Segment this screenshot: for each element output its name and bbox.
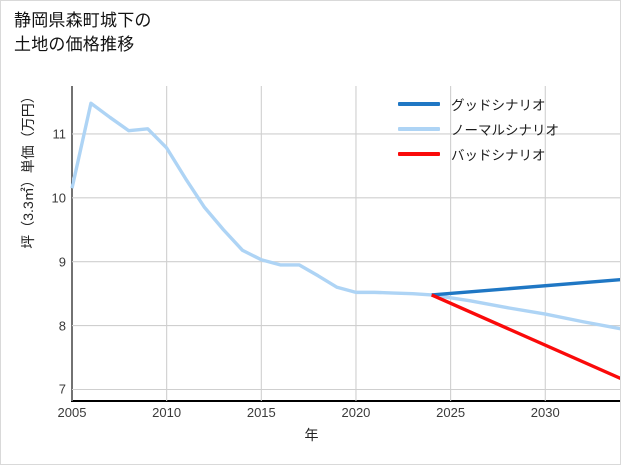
y-axis-tick-label: 10 [51,190,66,206]
y-axis-tick-label: 9 [58,254,66,270]
legend-item-label: ノーマルシナリオ [451,122,559,138]
y-axis-tick-labels: 7 8 9 10 11 [31,1,67,464]
x-axis-tick-label: 2005 [57,405,87,420]
series-line [431,293,620,381]
legend-item[interactable]: ノーマルシナリオ [398,116,608,141]
x-axis-tick-label: 2025 [436,405,466,420]
legend-swatch-icon [398,101,440,106]
legend-item[interactable]: バッドシナリオ [398,141,608,166]
gridlines [71,86,620,401]
x-axis-tick-label: 2010 [152,405,182,420]
legend-item[interactable]: グッドシナリオ [398,91,608,116]
y-axis-tick-label: 11 [52,126,67,142]
plot-area [70,86,620,401]
x-axis-tick-label: 2030 [530,405,560,420]
chart-legend: グッドシナリオ ノーマルシナリオ バッドシナリオ [398,91,608,166]
legend-item-label: バッドシナリオ [451,147,546,163]
y-axis-tick-label: 7 [58,381,66,397]
series-lines [70,101,620,381]
legend-swatch-icon [398,126,440,131]
chart-title: 静岡県森町城下の 土地の価格推移 [14,11,152,55]
x-axis-label: 年 [304,427,319,443]
series-line [431,277,620,297]
series-line [70,101,620,331]
legend-swatch-icon [398,151,440,156]
x-axis-spine [71,400,620,402]
y-axis-label: 坪（3.3㎡）単価（万円） [20,89,36,249]
plot-svg [70,86,620,401]
x-axis-tick-label: 2020 [341,405,371,420]
x-axis-tick-label: 2015 [246,405,276,420]
legend-item-label: グッドシナリオ [451,97,546,113]
y-axis-tick-label: 8 [58,318,66,334]
